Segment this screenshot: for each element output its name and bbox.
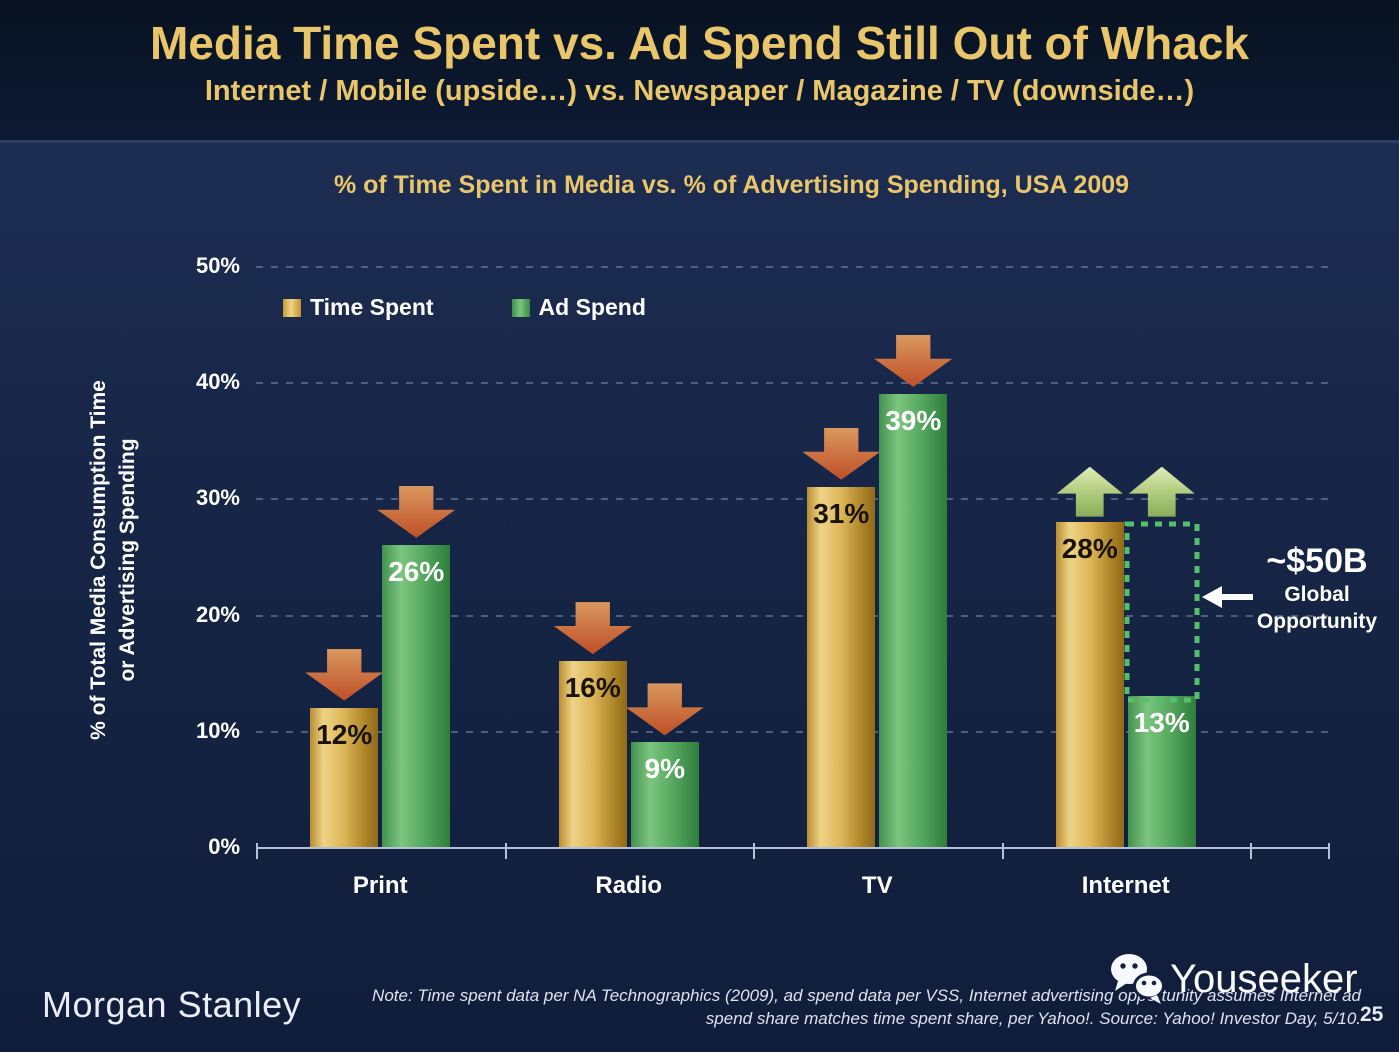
bar-print-time-spent: 12% bbox=[310, 707, 379, 847]
trend-arrow-up-icon bbox=[1128, 466, 1195, 517]
trend-arrow-down-icon bbox=[377, 485, 456, 538]
y-axis-title-line2: or Advertising Spending bbox=[116, 438, 139, 682]
y-tick-label-0: 0% bbox=[208, 834, 240, 859]
y-tick-label-20: 20% bbox=[195, 601, 240, 627]
legend-label-time-spent: Time Spent bbox=[310, 294, 434, 320]
opportunity-annotation: ~$50B Global Opportunity bbox=[1238, 542, 1396, 635]
y-tick-label-30: 30% bbox=[195, 485, 240, 511]
bar-radio-ad-spend: 9% bbox=[630, 742, 699, 847]
source-note-line1: Note: Time spent data per NA Technograph… bbox=[372, 986, 1361, 1005]
wechat-icon bbox=[1111, 954, 1165, 1004]
x-axis-tick-1 bbox=[504, 843, 507, 859]
watermark-text: Youseeker bbox=[1170, 956, 1358, 1001]
y-tick-label-50: 50% bbox=[195, 253, 240, 278]
bar-value-label: 28% bbox=[1061, 532, 1118, 564]
trend-arrow-down-icon bbox=[802, 427, 881, 480]
gridline-50 bbox=[256, 266, 1330, 268]
gridline-40 bbox=[256, 382, 1330, 385]
left-arrow-icon bbox=[1202, 586, 1253, 608]
gridline-20 bbox=[256, 614, 1330, 617]
bar-value-label: 9% bbox=[644, 753, 685, 785]
legend-swatch-ad-spend bbox=[511, 298, 530, 317]
bar-internet-time-spent: 28% bbox=[1055, 521, 1124, 847]
page-number: 25 bbox=[1360, 1003, 1384, 1026]
opportunity-dotted-box bbox=[1124, 521, 1200, 703]
slide-subtitle: Internet / Mobile (upside…) vs. Newspape… bbox=[204, 75, 1195, 107]
legend-swatch-time-spent bbox=[283, 298, 301, 317]
gridline-10 bbox=[256, 730, 1330, 733]
y-axis-title-line1: % of Total Media Consumption Time bbox=[87, 380, 110, 740]
bar-tv-time-spent: 31% bbox=[807, 486, 876, 847]
morgan-stanley-logo: Morgan Stanley bbox=[42, 984, 302, 1025]
bar-radio-time-spent: 16% bbox=[558, 661, 627, 847]
x-axis-tick-end bbox=[1328, 843, 1330, 859]
category-label-radio: Radio bbox=[595, 872, 663, 899]
slide-title: Media Time Spent vs. Ad Spend Still Out … bbox=[149, 17, 1250, 69]
x-axis-line bbox=[256, 847, 1330, 849]
category-label-internet: Internet bbox=[1081, 872, 1170, 899]
watermark: Youseeker bbox=[1106, 952, 1358, 1006]
trend-arrow-down-icon bbox=[553, 602, 632, 655]
bar-value-label: 31% bbox=[813, 497, 870, 529]
legend-item-ad-spend: Ad Spend bbox=[511, 294, 646, 321]
bar-print-ad-spend: 26% bbox=[382, 544, 451, 847]
category-label-print: Print bbox=[352, 872, 408, 899]
source-note-line2: spend share matches time spent share, pe… bbox=[705, 1009, 1361, 1028]
slide-header: Media Time Spent vs. Ad Spend Still Out … bbox=[0, 0, 1399, 143]
trend-arrow-down-icon bbox=[305, 648, 384, 701]
bar-value-label: 26% bbox=[388, 555, 445, 587]
trend-arrow-down-icon bbox=[874, 334, 953, 387]
source-note: Note: Time spent data per NA Technograph… bbox=[372, 984, 1361, 1030]
chart-title: % of Time Spent in Media vs. % of Advert… bbox=[333, 171, 1130, 199]
y-tick-label-40: 40% bbox=[195, 369, 240, 395]
x-axis-tick-2 bbox=[753, 843, 755, 859]
bar-value-label: 16% bbox=[564, 672, 621, 704]
opportunity-value: ~$50B bbox=[1266, 542, 1368, 580]
legend-item-time-spent: Time Spent bbox=[283, 294, 434, 321]
y-axis-title: % of Total Media Consumption Time or Adv… bbox=[84, 380, 142, 740]
chart-legend: Time Spent Ad Spend bbox=[283, 294, 646, 321]
plot-area: 0% 10% 20% 30% 40% 50% Print 12% 26% Radio 16% 9% TV… bbox=[196, 253, 1330, 899]
x-axis-tick-4 bbox=[1250, 843, 1252, 859]
trend-arrow-down-icon bbox=[625, 683, 704, 736]
opportunity-line1: Global bbox=[1284, 583, 1350, 606]
bar-value-label: 12% bbox=[316, 718, 373, 750]
x-axis-tick-3 bbox=[1001, 843, 1004, 859]
legend-label-ad-spend: Ad Spend bbox=[538, 294, 646, 320]
bar-internet-ad-spend: 13% bbox=[1127, 695, 1196, 847]
bar-value-label: 13% bbox=[1133, 706, 1190, 738]
category-label-tv: TV bbox=[861, 872, 893, 899]
y-tick-label-10: 10% bbox=[195, 717, 240, 743]
trend-arrow-up-icon bbox=[1056, 466, 1123, 517]
bar-value-label: 39% bbox=[885, 404, 942, 436]
x-axis-tick-0 bbox=[256, 843, 258, 859]
bar-tv-ad-spend: 39% bbox=[879, 393, 948, 847]
opportunity-line2: Opportunity bbox=[1256, 610, 1378, 633]
gridline-30 bbox=[256, 498, 1330, 501]
